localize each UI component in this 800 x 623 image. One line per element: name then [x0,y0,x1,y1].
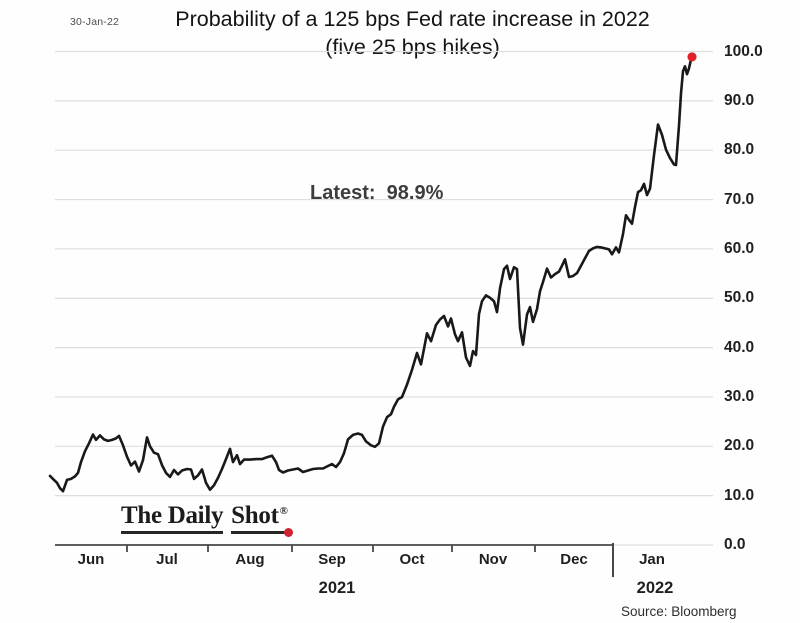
watermark-text-the-daily: The Daily [121,502,223,534]
y-axis-tick-label: 100.0 [724,42,763,60]
watermark-text-shot: Shot® [231,502,293,537]
y-axis-tick-label: 30.0 [724,387,755,405]
registered-mark: ® [279,504,288,517]
x-axis-month-label: Oct [399,551,425,568]
x-axis-month-label: Jul [156,551,178,568]
y-axis-tick-label: 50.0 [724,289,755,307]
chart-subtitle: (five 25 bps hikes) [325,34,500,59]
x-axis-month-label: Nov [478,551,508,568]
y-axis-tick-label: 20.0 [724,437,755,455]
latest-point-marker [687,52,697,62]
x-axis-month-label: Jun [77,551,105,568]
chart-title-block: Probability of a 125 bps Fed rate increa… [130,6,695,61]
y-axis-tick-label: 40.0 [724,338,755,356]
x-axis-month-label: Aug [235,551,265,568]
y-axis-tick-label: 70.0 [724,190,755,208]
daily-shot-watermark: The Daily Shot® [121,502,293,537]
y-axis-tick-label: 0.0 [724,536,746,553]
source-credit: Source: Bloomberg [621,604,737,619]
x-axis-month-label: Dec [560,551,588,568]
latest-value-annotation: Latest: 98.9% [310,182,444,204]
chart-title: Probability of a 125 bps Fed rate increa… [175,7,650,31]
x-axis-month-label: Jan [639,551,665,568]
watermark-red-dot-icon [283,528,293,537]
y-axis-tick-label: 80.0 [724,141,755,159]
x-axis-year-label: 2022 [636,579,674,597]
x-axis-year-label: 2021 [318,579,356,597]
x-axis-month-label: Sep [318,551,346,568]
data-line [48,55,694,493]
y-axis-tick-label: 60.0 [724,239,755,257]
y-axis-tick-label: 10.0 [724,486,755,504]
watermark-shot-label: Shot [231,502,279,529]
y-axis-tick-label: 90.0 [724,91,755,109]
date-stamp: 30-Jan-22 [70,16,120,28]
